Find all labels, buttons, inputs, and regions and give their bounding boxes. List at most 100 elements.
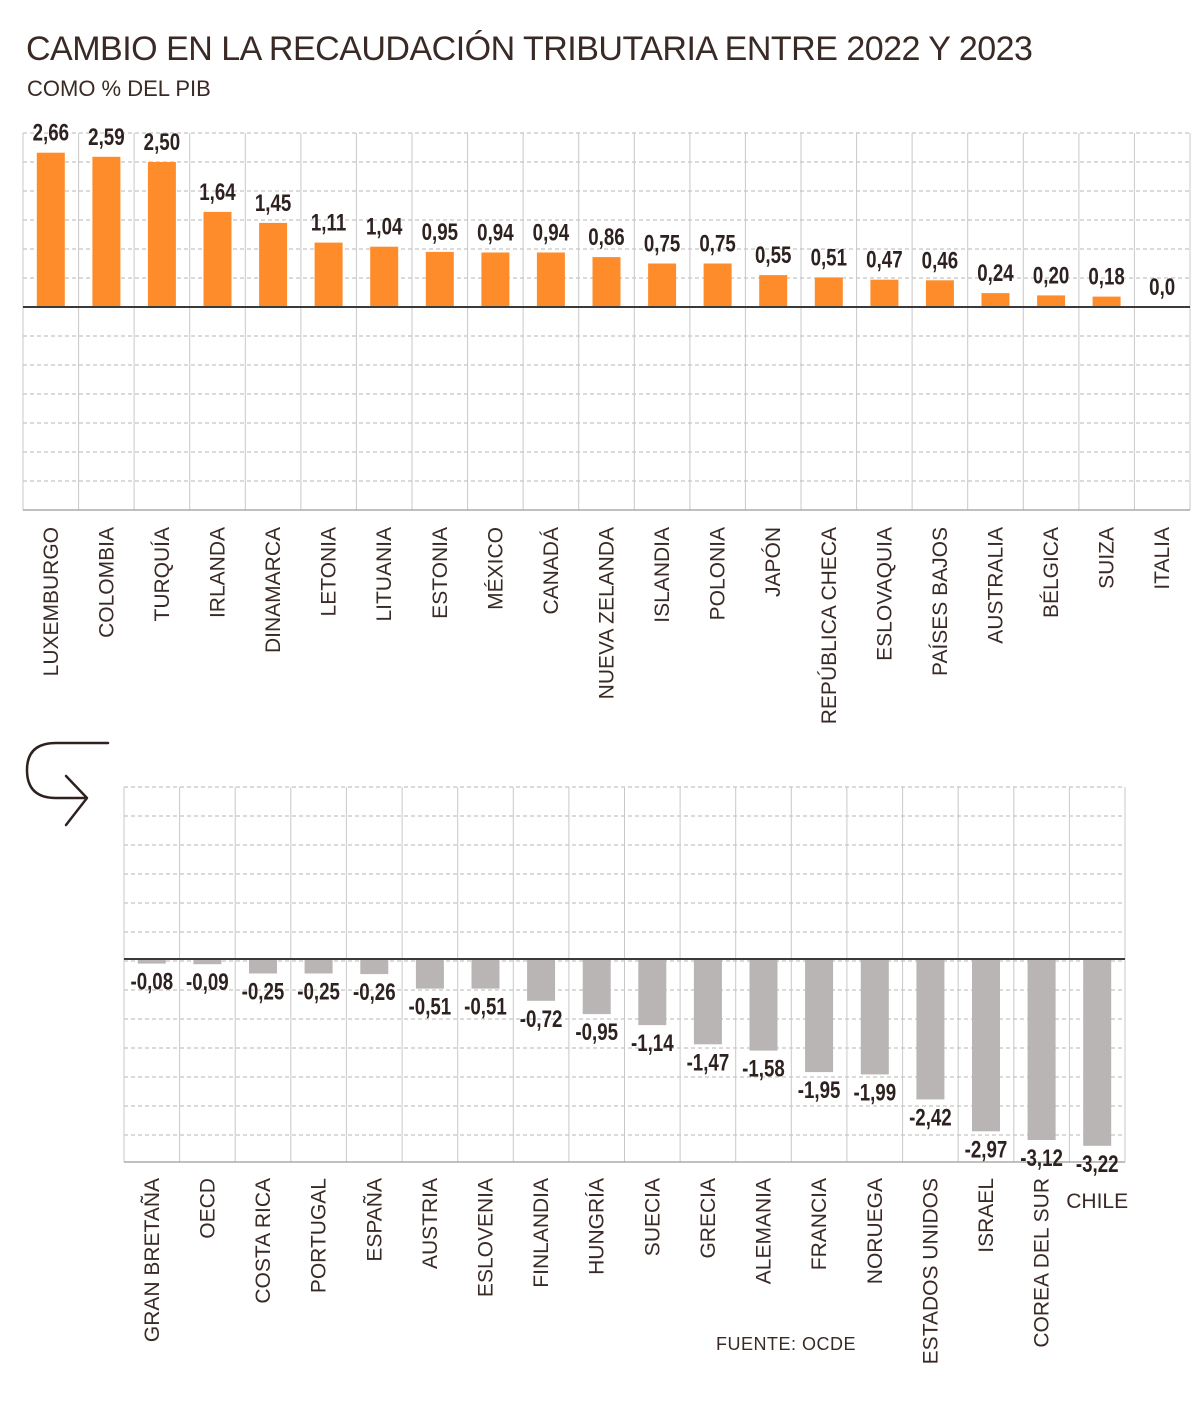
value-label: -1,58 bbox=[742, 1055, 785, 1082]
category-label-japon: JAPÓN bbox=[762, 527, 785, 597]
bar-francia bbox=[805, 959, 834, 1073]
bar-mexico bbox=[481, 252, 510, 307]
value-label: 0,94 bbox=[533, 219, 569, 246]
value-label: -0,72 bbox=[520, 1006, 563, 1033]
category-label-estados-unidos: ESTADOS UNIDOS bbox=[919, 1178, 942, 1364]
value-label: -0,08 bbox=[130, 968, 173, 995]
bar-islandia bbox=[648, 263, 677, 307]
bar-colombia bbox=[92, 156, 121, 307]
bar-eslovenia bbox=[471, 959, 500, 989]
bar-alemania bbox=[749, 959, 778, 1051]
bar-hungria bbox=[582, 959, 611, 1015]
category-label-turquia: TURQUÍA bbox=[151, 527, 174, 622]
bar-lituania bbox=[370, 246, 399, 307]
value-label: 0,94 bbox=[477, 219, 513, 246]
bar-israel bbox=[972, 959, 1000, 1132]
source-note: FUENTE: OCDE bbox=[716, 1334, 857, 1354]
value-label: 0,47 bbox=[866, 247, 902, 274]
bar-paises-bajos bbox=[925, 280, 954, 307]
value-label: -0,51 bbox=[464, 993, 507, 1020]
value-label: -1,99 bbox=[853, 1079, 896, 1106]
value-label: 0,51 bbox=[811, 244, 847, 271]
category-label-noruega: NORUEGA bbox=[864, 1178, 887, 1284]
bar-nueva-zelanda bbox=[592, 257, 621, 307]
category-label-finlandia: FINLANDIA bbox=[530, 1178, 553, 1288]
bar-costa-rica bbox=[249, 959, 277, 974]
value-label: 0,46 bbox=[922, 247, 958, 274]
value-label: 0,0 bbox=[1149, 274, 1175, 301]
value-label: -0,51 bbox=[409, 993, 452, 1020]
category-label-luxemburgo: LUXEMBURGO bbox=[40, 527, 63, 676]
category-label-chile: CHILE bbox=[1066, 1190, 1128, 1213]
category-label-grecia: GRECIA bbox=[697, 1178, 720, 1259]
bar-oecd bbox=[193, 959, 222, 965]
value-label: -1,95 bbox=[798, 1077, 841, 1104]
category-label-portugal: PORTUGAL bbox=[308, 1178, 331, 1293]
bar-dinamarca bbox=[259, 222, 288, 307]
category-label-paises-bajos: PAÍSES BAJOS bbox=[929, 527, 952, 676]
value-label: -0,25 bbox=[297, 978, 340, 1005]
value-label: -1,47 bbox=[687, 1049, 730, 1076]
category-label-austria: AUSTRIA bbox=[419, 1178, 442, 1269]
value-label: -2,97 bbox=[965, 1136, 1008, 1163]
value-label: 2,59 bbox=[88, 124, 124, 151]
bar-eslovaquia bbox=[870, 279, 899, 307]
value-label: -2,42 bbox=[909, 1104, 952, 1131]
bar-portugal bbox=[304, 959, 333, 974]
bar-suecia bbox=[638, 959, 667, 1026]
value-label: 0,20 bbox=[1033, 262, 1069, 289]
bar-austria bbox=[415, 959, 444, 989]
category-label-colombia: COLOMBIA bbox=[95, 527, 118, 638]
bar-republica-checa bbox=[814, 277, 843, 307]
category-label-costa-rica: COSTA RICA bbox=[252, 1178, 275, 1304]
category-label-francia: FRANCIA bbox=[808, 1178, 831, 1270]
value-label: 1,11 bbox=[311, 209, 346, 236]
chart-subtitle: COMO % DEL PIB bbox=[27, 76, 211, 101]
category-label-italia: ITALIA bbox=[1151, 527, 1174, 590]
bar-espana bbox=[360, 959, 389, 975]
bar-estados-unidos bbox=[916, 959, 945, 1100]
value-label: 0,18 bbox=[1088, 263, 1124, 290]
category-label-nueva-zelanda: NUEVA ZELANDA bbox=[596, 527, 619, 699]
category-label-estonia: ESTONIA bbox=[429, 527, 452, 619]
category-label-dinamarca: DINAMARCA bbox=[262, 527, 285, 653]
category-label-gran-bretana: GRAN BRETAÑA bbox=[140, 1178, 164, 1342]
value-label: 0,24 bbox=[977, 260, 1013, 287]
category-label-australia: AUSTRALIA bbox=[985, 527, 1008, 644]
category-label-mexico: MÉXICO bbox=[484, 527, 507, 610]
bar-irlanda bbox=[203, 211, 232, 307]
value-label: 1,04 bbox=[366, 214, 402, 241]
value-label: -0,95 bbox=[575, 1019, 618, 1046]
value-label: 2,66 bbox=[33, 120, 69, 147]
category-label-hungria: HUNGRÍA bbox=[586, 1178, 609, 1275]
value-label: -0,09 bbox=[186, 969, 229, 996]
category-label-republica-checa: REPÚBLICA CHECA bbox=[818, 527, 841, 724]
bar-canada bbox=[536, 252, 565, 307]
positive-chart: 2,66 LUXEMBURGO 2,59 COLOMBIA 2,50 TURQUÍA 1,6… bbox=[22, 120, 1191, 724]
value-label: 0,75 bbox=[644, 230, 680, 257]
bar-polonia bbox=[703, 263, 732, 307]
category-label-israel: ISRAEL bbox=[975, 1178, 998, 1253]
category-label-canada: CANADÁ bbox=[540, 527, 563, 615]
category-label-eslovaquia: ESLOVAQUIA bbox=[873, 527, 896, 661]
bar-turquia bbox=[147, 162, 176, 307]
arrow-turn-icon bbox=[25, 741, 110, 827]
value-label: -0,26 bbox=[353, 979, 396, 1006]
bar-grecia bbox=[693, 959, 722, 1045]
category-label-irlanda: IRLANDA bbox=[207, 527, 230, 618]
bar-letonia bbox=[314, 242, 343, 307]
category-label-oecd: OECD bbox=[196, 1178, 219, 1239]
bar-suiza bbox=[1092, 296, 1121, 307]
category-label-suiza: SUIZA bbox=[1096, 527, 1119, 589]
value-label: -3,22 bbox=[1076, 1151, 1119, 1178]
category-label-letonia: LETONIA bbox=[318, 527, 341, 616]
value-label: 1,45 bbox=[255, 190, 291, 217]
value-label: -1,14 bbox=[631, 1030, 674, 1057]
value-label: 2,50 bbox=[144, 129, 180, 156]
bar-japon bbox=[759, 275, 788, 307]
value-label: -3,12 bbox=[1020, 1145, 1063, 1172]
bar-australia bbox=[981, 293, 1010, 307]
bar-estonia bbox=[425, 251, 454, 307]
bar-gran-bretana bbox=[137, 959, 166, 964]
